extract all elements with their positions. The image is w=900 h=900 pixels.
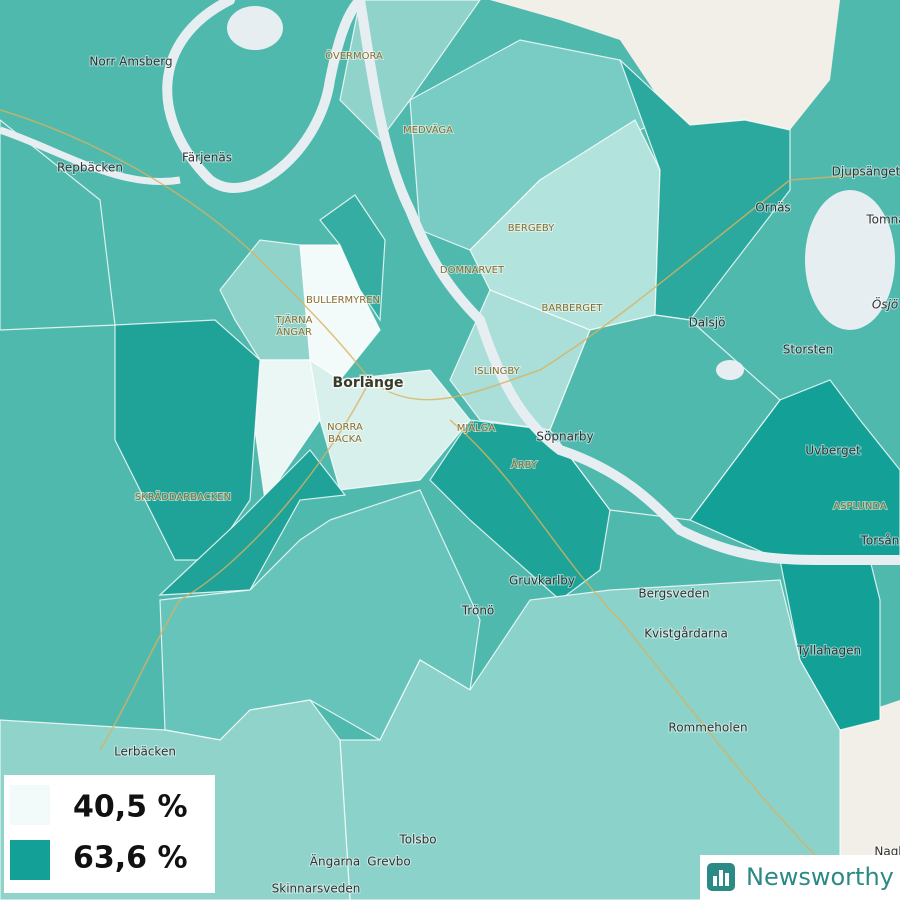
lake — [227, 6, 283, 50]
place-label: Ösjö — [872, 296, 898, 312]
logo-text: Newsworthy — [746, 863, 894, 891]
place-label: Söpnarby — [536, 430, 593, 444]
place-label: Tyllahagen — [796, 644, 861, 658]
place-label: DOMNARVET — [440, 265, 505, 276]
place-label: Trönö — [461, 604, 495, 618]
place-label: Repbäcken — [57, 161, 123, 175]
place-label: Ornäs — [755, 201, 790, 215]
region — [309, 358, 471, 491]
road — [449, 419, 821, 861]
outside-area — [490, 0, 840, 130]
place-label: Borlänge — [333, 375, 404, 391]
place-label: MEDVÄGA — [403, 123, 453, 136]
place-label: Rommeholen — [668, 721, 747, 735]
road — [99, 379, 371, 751]
place-label: NORRA — [327, 422, 363, 433]
place-label: ÖVERMORA — [325, 49, 383, 62]
place-label: Storsten — [783, 343, 834, 357]
place-label: Färjenäs — [182, 151, 232, 165]
place-label: Kvistgårdarna — [644, 627, 728, 641]
region — [0, 119, 116, 331]
place-label: MJÄLGA — [457, 421, 496, 434]
region — [319, 194, 386, 322]
place-label: ISLINGBY — [474, 366, 520, 377]
place-label: Djupsänget — [832, 165, 900, 179]
place-label: BACKA — [328, 434, 362, 445]
place-label: TJÄRNA — [275, 313, 313, 326]
place-label: Gruvkarlby — [509, 574, 575, 588]
place-label: ÄNGAR — [276, 325, 312, 338]
legend-label: 63,6 % — [73, 841, 188, 876]
place-label: BULLERMYREN — [306, 295, 380, 306]
place-label: Uvberget — [805, 444, 861, 458]
place-label: Norr Amsberg — [89, 55, 172, 69]
place-label: BERGEBY — [508, 223, 556, 234]
region — [619, 59, 791, 321]
lake — [716, 360, 744, 380]
lake — [805, 190, 895, 330]
place-label: Torsån — [860, 534, 900, 548]
region — [339, 579, 841, 900]
logo-icon — [707, 863, 735, 891]
place-label: Dalsjö — [689, 316, 726, 330]
legend-swatch — [10, 785, 50, 825]
region — [114, 319, 261, 561]
place-label: Tomna — [865, 213, 900, 227]
place-label: ÅRBY — [511, 458, 538, 471]
legend-swatch — [10, 840, 50, 880]
place-label: Grevbo — [367, 855, 410, 869]
legend-label: 40,5 % — [73, 790, 188, 825]
river — [162, 0, 900, 565]
place-label: Tolsbo — [398, 833, 436, 847]
place-label: SKRÄDDARBACKEN — [135, 490, 231, 503]
place-label: ASPLUNDA — [833, 501, 887, 512]
place-label: Lerbäcken — [114, 745, 176, 759]
place-label: Bergsveden — [638, 587, 709, 601]
place-label: Ängarna — [310, 854, 360, 869]
place-label: BARBERGET — [542, 303, 604, 314]
place-label: Skinnarsveden — [272, 882, 361, 896]
